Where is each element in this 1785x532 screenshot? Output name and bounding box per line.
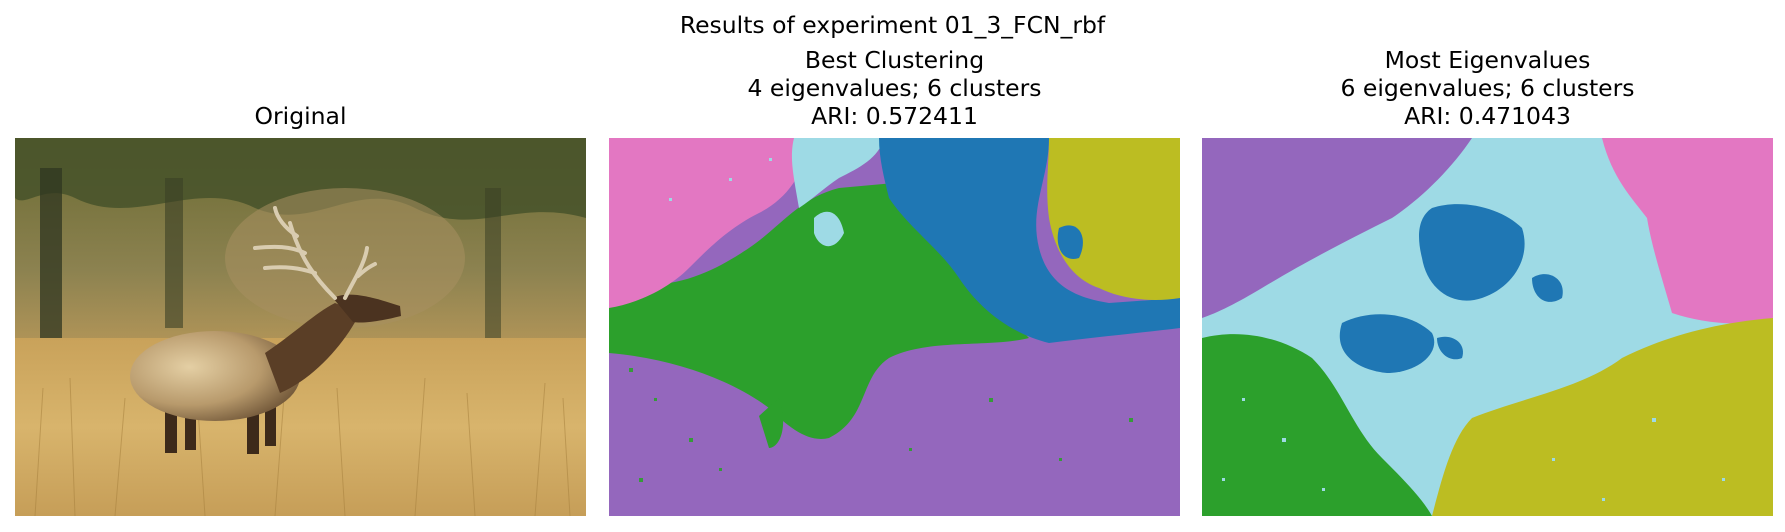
- most-eigenvalues-segmentation: [1202, 138, 1773, 516]
- panel-title-best-clustering: Best Clustering 4 eigenvalues; 6 cluster…: [747, 46, 1042, 130]
- panel-title-most-eigenvalues: Most Eigenvalues 6 eigenvalues; 6 cluste…: [1340, 46, 1635, 130]
- segmentation-map-best: [609, 138, 1180, 516]
- figure-suptitle: Results of experiment 01_3_FCN_rbf: [679, 11, 1106, 39]
- best-clustering-segmentation: [609, 138, 1180, 516]
- original-image: [15, 138, 586, 516]
- segmentation-map-most: [1202, 138, 1773, 516]
- panel-title-original: Original: [254, 102, 347, 130]
- elk-photo: [15, 138, 586, 516]
- elk-figure: [130, 206, 401, 454]
